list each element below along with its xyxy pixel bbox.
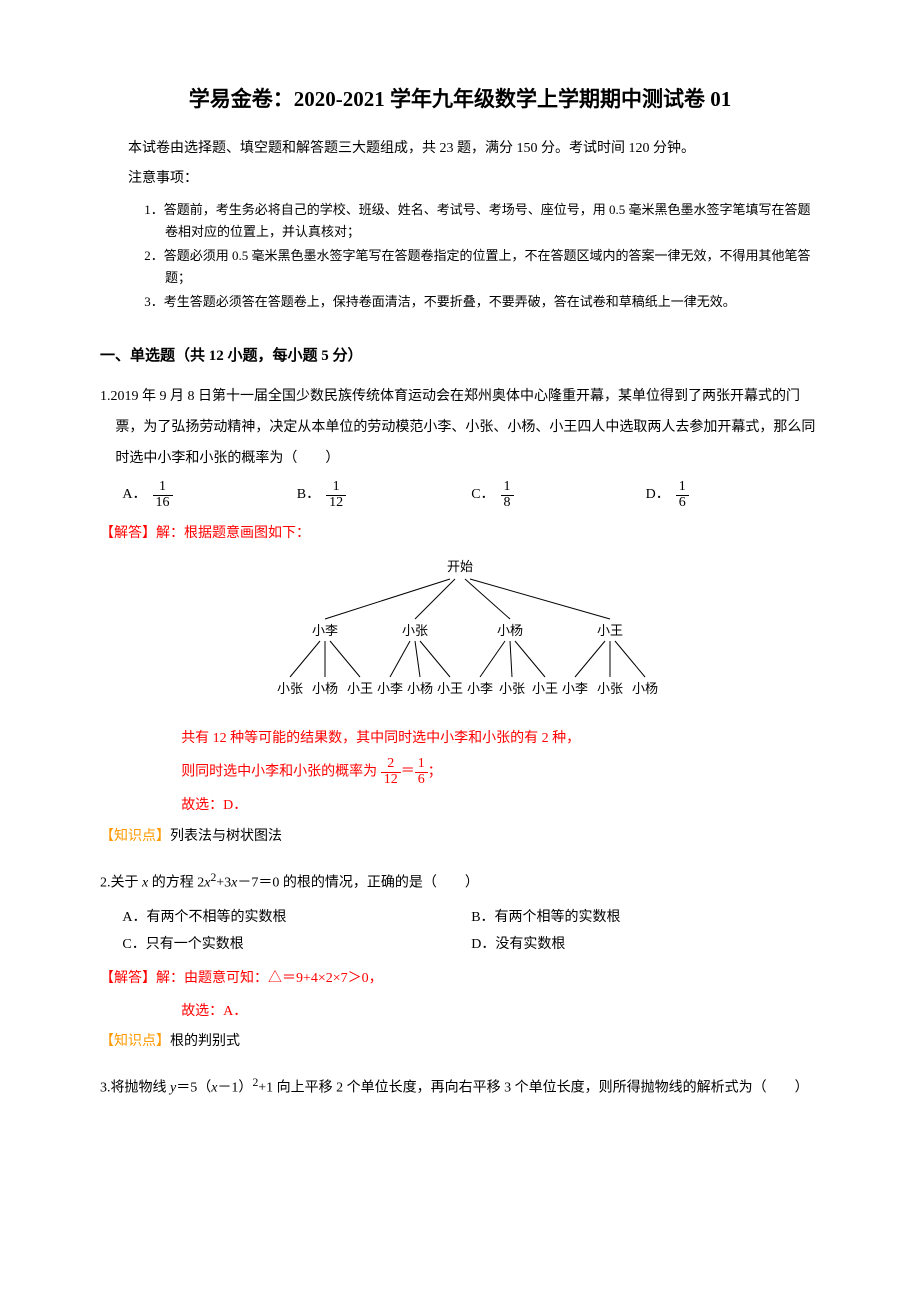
tree-l2: 小李 (467, 681, 493, 696)
option-b: B． 1 12 (297, 480, 471, 510)
q3-mid: －1） (217, 1081, 252, 1096)
option-label: A． (122, 482, 146, 509)
tree-l2: 小杨 (407, 681, 433, 696)
tree-l1-3: 小王 (597, 623, 623, 638)
q2-after: +3 (216, 875, 231, 890)
notice-title: 注意事项： (100, 166, 820, 193)
question-1-options: A． 1 16 B． 1 12 C． 1 8 D． 1 6 (100, 480, 820, 510)
tree-l2: 小杨 (632, 681, 658, 696)
fraction: 2 12 (381, 757, 401, 787)
question-2-options: A．有两个不相等的实数根 B．有两个相等的实数根 C．只有一个实数根 D．没有实… (100, 905, 820, 958)
frac-den: 6 (415, 773, 428, 788)
answer-label: 【解答】 (100, 526, 156, 541)
frac-num: 1 (153, 480, 173, 496)
fraction: 1 16 (153, 480, 173, 510)
notice-item: 2．答题必须用 0.5 毫米黑色墨水签字笔写在答题卷指定的位置上，不在答题区域内… (165, 245, 820, 289)
semicolon: ； (428, 764, 442, 779)
fraction: 1 8 (501, 480, 514, 510)
question-3-stem: 3.将抛物线 y＝5（x－1）2+1 向上平移 2 个单位长度，再向右平移 3 … (100, 1070, 820, 1104)
answer-text: 解：由题意可知：△＝9+4×2×7＞0， (156, 971, 383, 986)
frac-num: 2 (381, 757, 401, 773)
frac-num: 1 (501, 480, 514, 496)
q1-answer-choice: 故选：D． (100, 793, 820, 820)
tree-diagram: 开始 小李 小张 小杨 小王 (100, 557, 820, 712)
option-a: A． 1 16 (122, 480, 296, 510)
frac-den: 8 (501, 496, 514, 511)
q2-mid: 的方程 2 (148, 875, 204, 890)
q3-eq: ＝5（ (176, 1081, 211, 1096)
tree-l2: 小王 (347, 681, 373, 696)
frac-den: 12 (381, 773, 401, 788)
notice-item: 3．考生答题必须答在答题卷上，保持卷面清洁，不要折叠，不要弄破，答在试卷和草稿纸… (165, 291, 820, 313)
notice-item: 1．答题前，考生务必将自己的学校、班级、姓名、考试号、考场号、座位号，用 0.5… (165, 199, 820, 243)
option-c: C．只有一个实数根 (122, 932, 471, 959)
intro-text: 本试卷由选择题、填空题和解答题三大题组成，共 23 题，满分 150 分。考试时… (100, 136, 820, 163)
frac-num: 1 (676, 480, 689, 496)
answer-fracs: 2 12 ＝ 1 6 (381, 757, 428, 787)
tree-root: 开始 (447, 559, 473, 574)
frac-den: 6 (676, 496, 689, 511)
equals: ＝ (401, 759, 415, 786)
option-b: B．有两个相等的实数根 (471, 905, 820, 932)
q1-knowledge: 【知识点】列表法与树状图法 (100, 824, 820, 851)
answer-prefix: 解：根据题意画图如下： (156, 526, 310, 541)
frac-den: 12 (326, 496, 346, 511)
q2-end: －7＝0 的根的情况，正确的是（ ） (237, 875, 479, 890)
q2-prefix: 2.关于 (100, 875, 142, 890)
fraction: 1 12 (326, 480, 346, 510)
option-label: C． (471, 482, 494, 509)
notice-list: 1．答题前，考生务必将自己的学校、班级、姓名、考试号、考场号、座位号，用 0.5… (100, 199, 820, 313)
option-c: C． 1 8 (471, 480, 645, 510)
knowledge-text: 根的判别式 (170, 1034, 240, 1049)
knowledge-text: 列表法与树状图法 (170, 829, 282, 844)
frac-num: 1 (326, 480, 346, 496)
q3-end: +1 向上平移 2 个单位长度，再向右平移 3 个单位长度，则所得抛物线的解析式… (258, 1081, 808, 1096)
tree-l2: 小李 (562, 681, 588, 696)
section-header: 一、单选题（共 12 小题，每小题 5 分） (100, 342, 820, 371)
fraction: 1 6 (415, 757, 428, 787)
q1-answer-line1: 共有 12 种等可能的结果数，其中同时选中小李和小张的有 2 种， (100, 726, 820, 753)
q1-answer-header: 【解答】解：根据题意画图如下： (100, 521, 820, 548)
tree-l1-2: 小杨 (497, 623, 523, 638)
fraction: 1 6 (676, 480, 689, 510)
tree-l2: 小王 (532, 681, 558, 696)
frac-num: 1 (415, 757, 428, 773)
tree-l2: 小张 (277, 681, 303, 696)
q2-answer-choice: 故选：A． (100, 999, 820, 1026)
tree-l2: 小张 (597, 681, 623, 696)
q3-prefix: 3.将抛物线 (100, 1081, 170, 1096)
option-d: D． 1 6 (646, 480, 820, 510)
question-2-stem: 2.关于 x 的方程 2x2+3x－7＝0 的根的情况，正确的是（ ） (100, 865, 820, 899)
tree-l2: 小张 (499, 681, 525, 696)
q1-answer-line2: 则同时选中小李和小张的概率为 2 12 ＝ 1 6 ； (100, 757, 820, 787)
q2-knowledge: 【知识点】根的判别式 (100, 1029, 820, 1056)
option-label: B． (297, 482, 320, 509)
q2-answer: 【解答】解：由题意可知：△＝9+4×2×7＞0， (100, 966, 820, 993)
tree-l2: 小王 (437, 681, 463, 696)
knowledge-label: 【知识点】 (100, 1034, 170, 1049)
answer-line2-prefix: 则同时选中小李和小张的概率为 (181, 764, 377, 779)
option-a: A．有两个不相等的实数根 (122, 905, 471, 932)
tree-l1-1: 小张 (402, 623, 428, 638)
option-label: D． (646, 482, 670, 509)
option-d: D．没有实数根 (471, 932, 820, 959)
tree-l1-0: 小李 (312, 623, 338, 638)
page-title: 学易金卷：2020-2021 学年九年级数学上学期期中测试卷 01 (100, 80, 820, 120)
frac-den: 16 (153, 496, 173, 511)
answer-label: 【解答】 (100, 971, 156, 986)
tree-svg-group: 开始 小李 小张 小杨 小王 (277, 559, 658, 696)
question-1-stem: 1.2019 年 9 月 8 日第十一届全国少数民族传统体育运动会在郑州奥体中心… (100, 382, 820, 474)
tree-l2: 小李 (377, 681, 403, 696)
knowledge-label: 【知识点】 (100, 829, 170, 844)
tree-l2: 小杨 (312, 681, 338, 696)
